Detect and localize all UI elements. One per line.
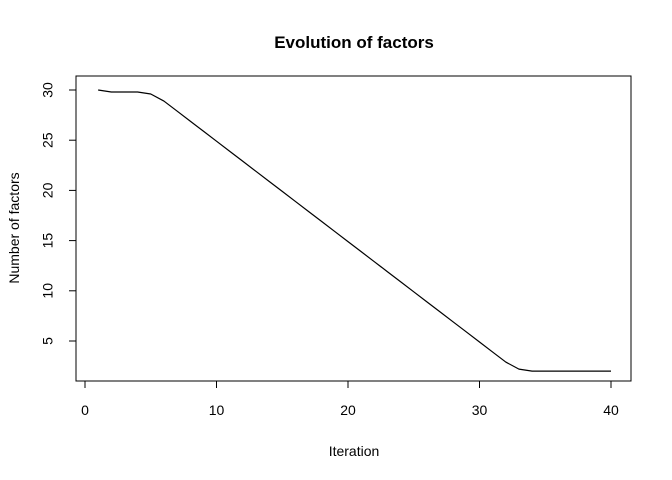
y-axis-title: Number of factors xyxy=(6,172,22,283)
y-tick-label: 30 xyxy=(40,82,56,98)
x-tick-label: 40 xyxy=(603,402,619,418)
y-tick-label: 10 xyxy=(40,283,56,299)
x-tick-label: 10 xyxy=(209,402,225,418)
y-axis: 5 10 15 20 25 30 xyxy=(40,82,77,345)
x-axis-title: Iteration xyxy=(329,443,380,459)
series-line xyxy=(98,89,611,372)
x-tick-label: 20 xyxy=(340,402,356,418)
plot-frame xyxy=(75,75,632,382)
x-tick-label: 0 xyxy=(81,402,89,418)
y-tick-label: 15 xyxy=(40,233,56,249)
series-layer xyxy=(98,89,611,372)
y-tick-label: 5 xyxy=(40,337,56,345)
y-tick-label: 25 xyxy=(40,132,56,148)
x-axis: 0 10 20 30 40 xyxy=(81,380,619,418)
chart-title: Evolution of factors xyxy=(274,33,434,52)
x-tick-label: 30 xyxy=(472,402,488,418)
y-tick-label: 20 xyxy=(40,182,56,198)
